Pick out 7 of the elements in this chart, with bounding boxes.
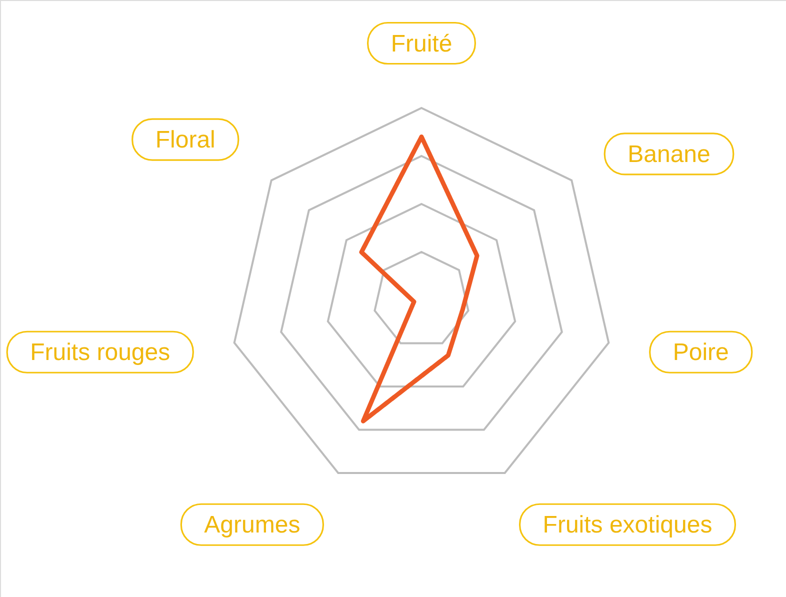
- spoke-label: Fruits exotiques: [542, 512, 712, 539]
- spoke-label: Banane: [628, 140, 710, 168]
- spoke-label: Fruits rouges: [30, 339, 170, 366]
- spoke-label: Poire: [672, 339, 729, 366]
- spoke-label: Floral: [155, 126, 216, 154]
- spoke-label: Fruité: [390, 30, 452, 58]
- spoke-label: Agrumes: [204, 512, 300, 539]
